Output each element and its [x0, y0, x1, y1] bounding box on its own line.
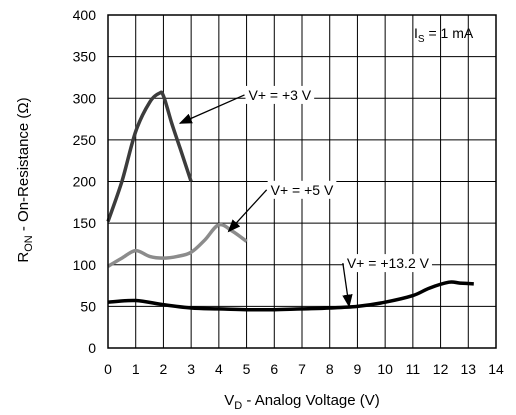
y-tick-label: 250: [73, 132, 97, 148]
x-tick-label: 4: [215, 361, 223, 377]
y-tick-label: 300: [73, 90, 97, 106]
x-tick-label: 3: [187, 361, 195, 377]
x-tick-label: 1: [132, 361, 140, 377]
series-label-background: [343, 254, 432, 273]
y-tick-label: 200: [73, 174, 97, 190]
x-tick-label: 10: [377, 361, 393, 377]
plot-area-border: [107, 14, 497, 349]
series-label-2: V+ = +5 V: [271, 182, 334, 198]
y-tick-label: 50: [80, 298, 96, 314]
series-arrow-2: [227, 189, 268, 233]
x-tick-label: 0: [104, 361, 112, 377]
y-tick-label: 100: [73, 257, 97, 273]
y-axis-title: RON - On-Resistance (Ω): [15, 97, 35, 262]
y-tick-label: 350: [73, 49, 97, 65]
x-tick-label: 13: [460, 361, 476, 377]
series-label-1: V+ = +3 V: [248, 87, 311, 103]
y-tick-label: 0: [88, 340, 96, 356]
x-tick-label: 2: [160, 361, 168, 377]
x-axis-title: VD - Analog Voltage (V): [224, 392, 380, 412]
x-tick-label: 6: [270, 361, 278, 377]
y-tick-label: 400: [73, 7, 97, 23]
series-line-3: [107, 280, 474, 312]
x-tick-label: 11: [406, 361, 421, 377]
x-tick-label: 7: [298, 361, 306, 377]
test-condition-label: IS = 1 mA: [414, 25, 474, 45]
x-tick-label: 14: [488, 361, 504, 377]
series-label-background: [267, 180, 337, 199]
series-arrow-1: [178, 94, 245, 124]
series-label-3: V+ = +13.2 V: [347, 255, 430, 271]
series-lines: [106, 90, 474, 312]
y-tick-label: 150: [73, 215, 97, 231]
x-tick-label: 5: [243, 361, 251, 377]
series-line-2: [107, 222, 248, 268]
x-tick-label: 12: [433, 361, 449, 377]
annotations: V+ = +3 V V+ = +5 V V+ = +13.2 V: [178, 85, 432, 308]
plot-frame: [107, 14, 497, 349]
series-arrow-3: [342, 262, 353, 308]
series-line-1: [106, 90, 193, 223]
tick-labels: 0 1 2 3 4 5 6 7 8 9 10 11 12 13 1405010015020025030035…: [73, 7, 504, 377]
x-tick-label: 8: [326, 361, 334, 377]
series-label-background: [245, 85, 315, 104]
x-tick-label: 9: [354, 361, 362, 377]
